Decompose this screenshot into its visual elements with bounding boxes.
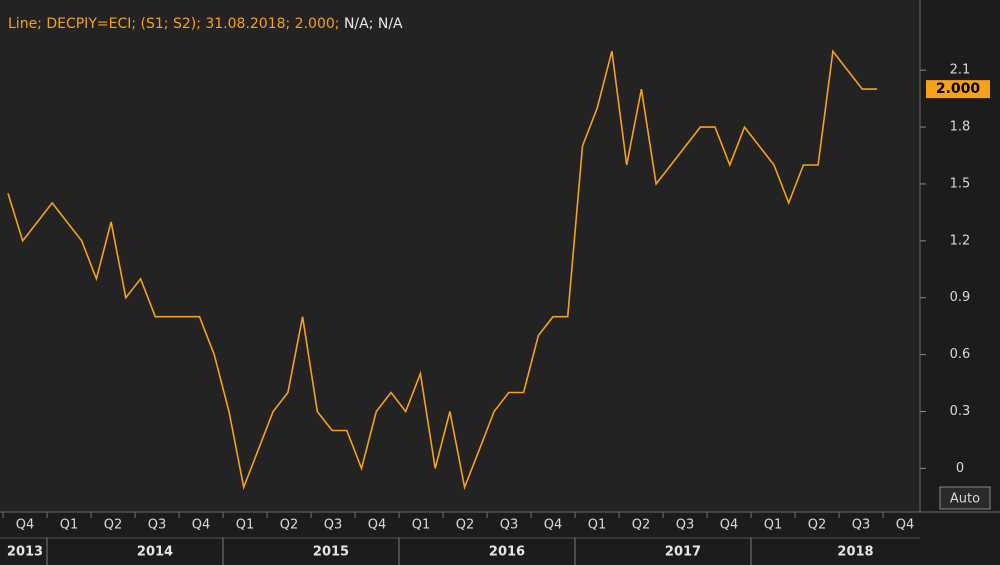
x-tick-label: Q1 — [764, 518, 783, 533]
plot-area — [0, 0, 920, 512]
x-tick-label: Q4 — [544, 518, 563, 533]
year-label: 2018 — [837, 545, 873, 560]
last-value-label: 2.000 — [936, 81, 981, 97]
year-label: 2014 — [137, 545, 173, 560]
y-tick-label: 0.6 — [950, 347, 971, 362]
year-label: 2013 — [7, 545, 43, 560]
header: Line; DECPIY=ECI; (S1; S2); 31.08.2018; … — [8, 16, 403, 32]
year-label: 2017 — [665, 545, 701, 560]
series-line — [7, 49, 878, 491]
header-extra: N/A; N/A — [344, 16, 403, 32]
auto-button[interactable] — [939, 486, 991, 510]
x-tick-label: Q4 — [720, 518, 739, 533]
x-tick-label: Q3 — [676, 518, 695, 533]
last-value-box — [926, 80, 990, 99]
x-tick-label: Q1 — [236, 518, 255, 533]
x-tick-label: Q4 — [896, 518, 915, 533]
x-tick-label: Q4 — [368, 518, 387, 533]
x-tick-label: Q3 — [500, 518, 519, 533]
x-tick-label: Q2 — [808, 518, 827, 533]
x-tick-label: Q3 — [324, 518, 343, 533]
y-tick-label: 0.9 — [950, 290, 971, 305]
y-tick-label: 1.8 — [950, 120, 971, 135]
x-tick-label: Q4 — [16, 518, 35, 533]
y-tick-label: 0.3 — [950, 404, 971, 419]
x-tick-label: Q2 — [632, 518, 651, 533]
y-tick-label: 1.2 — [950, 233, 971, 248]
x-tick-label: Q3 — [852, 518, 871, 533]
header-series: Line; DECPIY=ECI; (S1; S2); 31.08.2018; … — [8, 16, 339, 32]
auto-button-label[interactable]: Auto — [950, 492, 980, 507]
year-label: 2016 — [489, 545, 525, 560]
y-tick-label: 1.5 — [950, 176, 971, 191]
y-tick-label: 0 — [956, 461, 964, 476]
year-label: 2015 — [313, 545, 349, 560]
y-tick-label: 2.1 — [950, 63, 971, 78]
x-tick-label: Q2 — [456, 518, 475, 533]
x-tick-label: Q1 — [588, 518, 607, 533]
x-tick-label: Q4 — [192, 518, 211, 533]
x-tick-label: Q1 — [60, 518, 79, 533]
x-tick-label: Q1 — [412, 518, 431, 533]
x-tick-label: Q2 — [104, 518, 123, 533]
x-tick-label: Q3 — [148, 518, 167, 533]
x-tick-label: Q2 — [280, 518, 299, 533]
